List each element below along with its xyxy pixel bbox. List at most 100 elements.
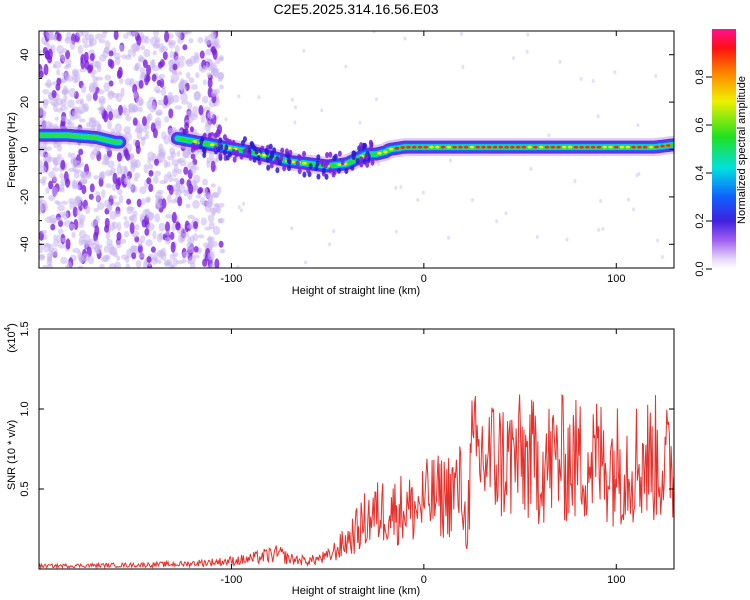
noise-blob xyxy=(39,118,47,127)
y-tick-label: 40 xyxy=(19,49,31,61)
noise-blob xyxy=(132,31,138,38)
noise-blob xyxy=(236,265,240,268)
bottom-y-axis-label: SNR (10 * v/v) xyxy=(6,420,18,490)
noise-blob xyxy=(110,167,116,173)
noise-blob xyxy=(56,144,63,152)
noise-blob xyxy=(39,243,44,254)
x-tick-label: 100 xyxy=(607,574,625,586)
noise-blob xyxy=(53,157,62,166)
noise-blob xyxy=(42,99,48,109)
noise-blob xyxy=(154,39,160,48)
noise-blob xyxy=(190,153,196,160)
noise-blob xyxy=(206,237,212,242)
noise-blob xyxy=(94,33,103,40)
noise-blob xyxy=(207,77,213,89)
noise-blob xyxy=(122,33,129,39)
noise-blob xyxy=(179,55,186,62)
noise-blob xyxy=(169,147,176,156)
noise-blob xyxy=(250,142,255,149)
noise-blob xyxy=(656,238,660,243)
noise-blob xyxy=(332,169,337,176)
noise-blob xyxy=(68,87,77,98)
noise-blob xyxy=(115,178,121,191)
noise-blob xyxy=(67,152,72,158)
noise-blob xyxy=(165,213,173,219)
noise-blob xyxy=(61,200,69,205)
noise-blob xyxy=(268,143,273,150)
top-y-axis-label: Frequency (Hz) xyxy=(6,112,18,188)
noise-blob xyxy=(102,49,109,59)
noise-blob xyxy=(172,94,180,103)
noise-blob xyxy=(56,33,62,42)
ridge-peak xyxy=(504,145,509,149)
noise-blob xyxy=(260,145,265,152)
noise-blob xyxy=(54,116,59,121)
noise-blob xyxy=(286,153,291,160)
ridge-peak xyxy=(498,145,504,149)
noise-blob xyxy=(105,183,112,189)
noise-blob xyxy=(332,155,337,162)
noise-blob xyxy=(118,194,124,204)
noise-blob xyxy=(131,252,137,260)
noise-blob xyxy=(358,120,362,125)
noise-blob xyxy=(184,220,190,233)
noise-blob xyxy=(202,79,207,86)
noise-blob xyxy=(107,120,112,130)
svg-text:(x104): (x104) xyxy=(3,323,18,353)
noise-blob xyxy=(103,82,110,92)
noise-blob xyxy=(139,67,146,74)
ridge-peak xyxy=(400,146,405,149)
noise-blob xyxy=(394,229,398,234)
noise-blob xyxy=(282,165,287,172)
noise-blob xyxy=(98,173,105,180)
noise-blob xyxy=(191,179,197,185)
noise-blob xyxy=(149,60,155,69)
bottom-x-axis-label: Height of straight line (km) xyxy=(292,585,420,597)
ridge-peak xyxy=(521,145,527,149)
noise-blob xyxy=(114,56,121,66)
ridge-peak xyxy=(631,145,636,149)
noise-blob xyxy=(613,70,617,75)
noise-blob xyxy=(195,72,200,79)
noise-blob xyxy=(80,170,87,179)
noise-blob xyxy=(535,234,539,239)
noise-blob xyxy=(71,231,76,239)
noise-blob xyxy=(187,214,195,219)
exponent-base: (x10 xyxy=(6,331,18,352)
noise-blob xyxy=(58,243,66,249)
noise-blob xyxy=(84,33,92,41)
noise-blob xyxy=(185,71,191,79)
noise-blob xyxy=(60,256,68,265)
noise-blob xyxy=(209,207,217,215)
noise-blob xyxy=(172,257,178,267)
noise-blob xyxy=(124,256,130,263)
ridge-peak xyxy=(487,145,492,149)
noise-blob xyxy=(84,205,91,215)
noise-blob xyxy=(181,79,189,84)
noise-blob xyxy=(137,54,144,62)
noise-blob xyxy=(156,153,162,160)
noise-blob xyxy=(170,241,176,253)
exponent-close: ) xyxy=(6,323,18,327)
noise-blob xyxy=(212,68,219,78)
heatmap-layer xyxy=(39,31,674,268)
noise-blob xyxy=(46,263,53,268)
ridge-peak xyxy=(590,145,596,149)
noise-blob xyxy=(81,184,87,195)
noise-blob xyxy=(287,158,292,165)
noise-blob xyxy=(147,113,153,121)
noise-blob xyxy=(69,201,74,210)
noise-blob xyxy=(302,150,307,157)
noise-blob xyxy=(103,31,109,34)
noise-blob xyxy=(134,172,141,179)
ridge-peak xyxy=(666,144,671,147)
noise-blob xyxy=(41,229,48,235)
noise-blob xyxy=(156,79,162,87)
noise-blob xyxy=(579,77,583,82)
noise-blob xyxy=(202,178,208,186)
noise-blob xyxy=(275,167,280,174)
noise-blob xyxy=(153,158,159,166)
noise-blob xyxy=(121,54,128,59)
noise-blob xyxy=(62,210,69,221)
noise-blob xyxy=(323,162,328,169)
